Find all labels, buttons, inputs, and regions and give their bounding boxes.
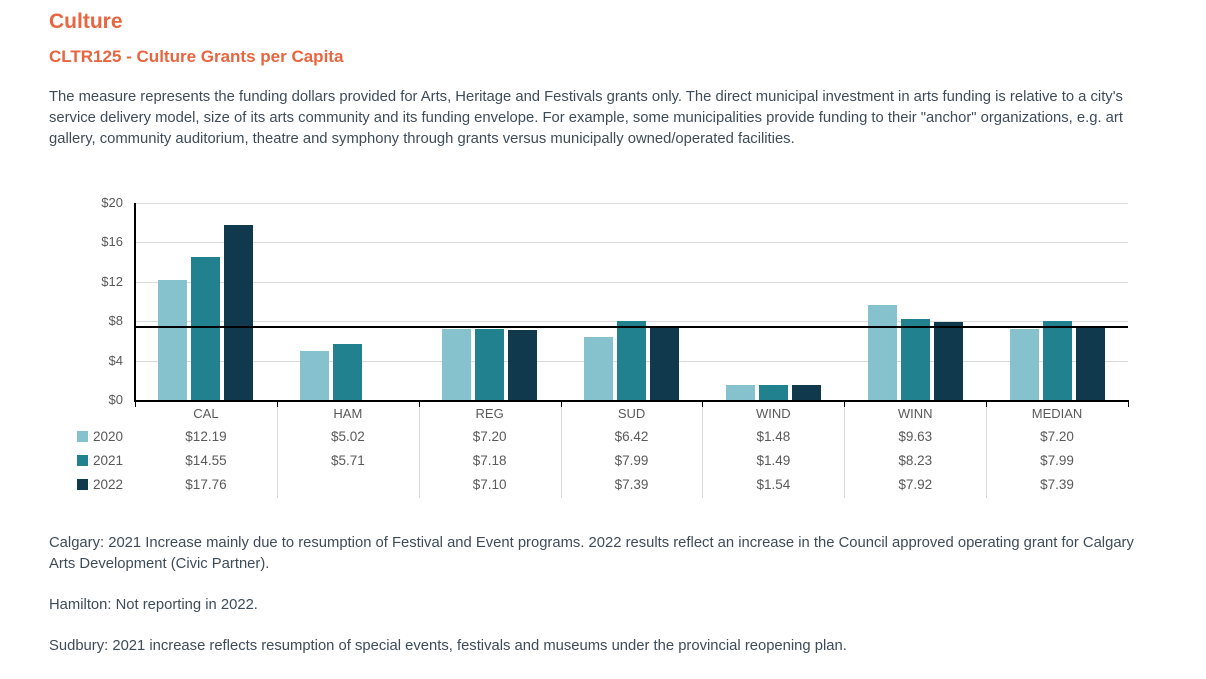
y-axis-tick-label: $20 <box>101 195 123 210</box>
category-label-median: MEDIAN <box>1031 406 1083 421</box>
category-label-cal: CAL <box>193 406 219 421</box>
x-axis-tick <box>702 402 704 407</box>
y-axis-line <box>134 203 136 402</box>
y-axis-tick-label: $16 <box>101 234 123 250</box>
y-axis-tick-label: $12 <box>101 273 123 289</box>
value-median-2020: $7.20 <box>1040 429 1074 444</box>
bar-median-2022 <box>1075 327 1105 400</box>
y-gridline <box>135 281 1128 283</box>
value-cal-2020: $12.19 <box>185 429 227 444</box>
category-label-winn: WINN <box>897 406 933 421</box>
table-column-separator <box>276 401 278 498</box>
category-label-wind: WIND <box>756 406 791 421</box>
bar-cal-2020 <box>158 279 188 400</box>
value-wind-2022: $1.54 <box>756 477 791 492</box>
y-axis-tick-label: $0 <box>108 392 123 407</box>
footnote-hamilton: Hamilton: Not reporting in 2022. <box>49 597 258 613</box>
bar-reg-2021 <box>475 329 505 400</box>
x-axis-tick <box>986 402 988 407</box>
value-reg-2022: $7.10 <box>472 477 507 492</box>
value-sud-2020: $6.42 <box>614 429 649 444</box>
x-axis-tick <box>1128 402 1129 407</box>
footnote-calgary: Calgary: 2021 Increase mainly due to res… <box>49 535 1134 572</box>
category-label-ham: HAM <box>333 406 363 421</box>
bar-ham-2021 <box>333 343 363 400</box>
value-sud-2021: $7.99 <box>614 453 649 468</box>
value-reg-2021: $7.18 <box>472 453 507 468</box>
bar-winn-2022 <box>933 322 963 400</box>
x-axis-tick <box>560 402 562 407</box>
measure-title: CLTR125 - Culture Grants per Capita <box>49 47 344 66</box>
legend-label-2021: 2021 <box>93 453 124 468</box>
value-cal-2021: $14.55 <box>185 453 227 468</box>
value-ham-2021: $5.71 <box>330 453 365 468</box>
table-column-separator <box>560 401 562 498</box>
bar-cal-2021 <box>191 256 221 400</box>
y-gridline <box>135 203 1128 204</box>
bar-median-2020 <box>1009 329 1039 400</box>
value-cal-2022: $17.76 <box>185 477 227 492</box>
value-wind-2020: $1.48 <box>756 429 791 444</box>
table-column-separator <box>418 401 420 498</box>
value-winn-2020: $9.63 <box>898 429 933 444</box>
legend-label-2020: 2020 <box>93 429 124 444</box>
bar-winn-2020 <box>867 305 897 400</box>
bar-sud-2020 <box>584 336 613 400</box>
table-column-separator <box>702 401 704 498</box>
table-column-separator <box>986 401 988 498</box>
y-axis-tick-label: $8 <box>108 313 123 329</box>
x-axis-tick <box>276 402 278 407</box>
value-reg-2020: $7.20 <box>472 429 507 444</box>
x-axis-tick <box>135 402 136 407</box>
median-reference-line <box>135 326 1128 329</box>
legend-label-2022: 2022 <box>93 477 124 492</box>
value-ham-2020: $5.02 <box>330 429 365 444</box>
bar-cal-2022 <box>224 225 254 400</box>
legend-swatch-2022 <box>77 479 88 490</box>
bar-sud-2022 <box>650 327 679 400</box>
legend-swatch-2021 <box>77 455 88 466</box>
bar-wind-2022 <box>791 384 821 400</box>
bar-winn-2021 <box>900 318 930 400</box>
y-axis-tick-label: $4 <box>108 352 123 368</box>
bar-wind-2020 <box>725 385 755 400</box>
x-axis-tick <box>418 402 420 407</box>
measure-description: The measure represents the funding dolla… <box>49 89 1123 147</box>
bar-wind-2021 <box>758 385 788 400</box>
bar-reg-2020 <box>442 329 472 400</box>
table-column-separator <box>844 401 846 498</box>
bar-reg-2022 <box>508 330 538 400</box>
x-axis-tick <box>844 402 846 407</box>
x-axis-line <box>134 400 1129 402</box>
value-sud-2022: $7.39 <box>614 477 649 492</box>
section-title: Culture <box>49 10 123 33</box>
value-median-2022: $7.39 <box>1040 477 1074 492</box>
legend-swatch-2020 <box>77 431 88 442</box>
value-winn-2021: $8.23 <box>898 453 933 468</box>
y-gridline <box>135 242 1128 244</box>
footnote-sudbury: Sudbury: 2021 increase reflects resumpti… <box>49 638 847 654</box>
bar-median-2021 <box>1042 321 1072 400</box>
bar-sud-2021 <box>617 321 646 400</box>
category-label-reg: REG <box>475 406 504 421</box>
value-wind-2021: $1.49 <box>756 453 791 468</box>
value-winn-2022: $7.92 <box>898 477 933 492</box>
value-median-2021: $7.99 <box>1040 453 1074 468</box>
bar-ham-2020 <box>300 350 330 400</box>
category-label-sud: SUD <box>617 406 646 421</box>
